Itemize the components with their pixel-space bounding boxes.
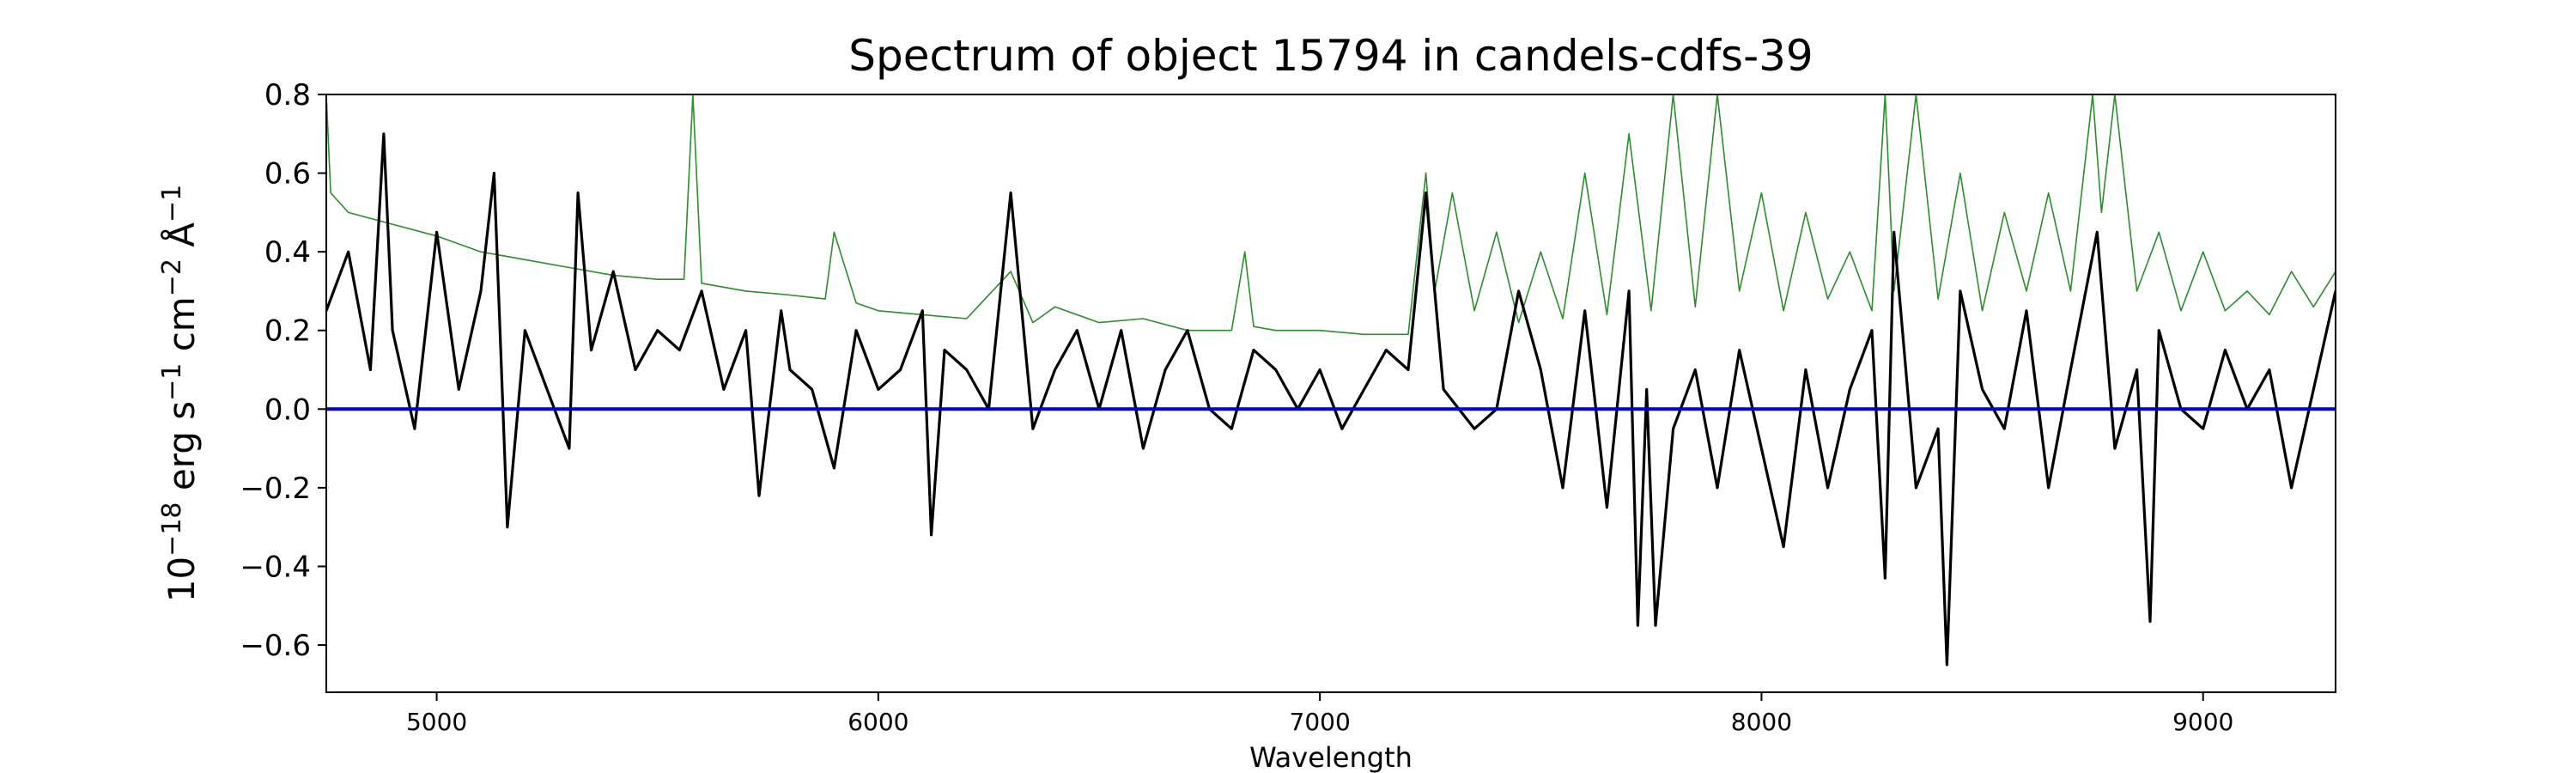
x-tick-label: 8000 — [1731, 708, 1792, 736]
ylabel-ang-exp: −1 — [157, 185, 187, 222]
ylabel-base: 10 — [161, 557, 203, 602]
y-tick-label: 0.8 — [264, 78, 311, 113]
ylabel-erg: erg s — [161, 401, 203, 502]
series-layer — [326, 94, 2336, 666]
ylabel-cm-exp: −2 — [157, 259, 187, 296]
chart-title: Spectrum of object 15794 in candels-cdfs… — [848, 31, 1814, 81]
y-tick-label: 0.4 — [264, 235, 311, 270]
y-tick-label: −0.4 — [240, 550, 311, 584]
y-axis-label: 10−18 erg s−1 cm−2 Å−1 — [157, 185, 203, 603]
x-tick-label: 6000 — [848, 708, 908, 736]
y-tick-label: 0.2 — [264, 314, 311, 349]
y-tick-label: 0.0 — [264, 393, 311, 427]
x-tick-label: 5000 — [406, 708, 467, 736]
y-axis: −0.6 −0.4 −0.2 0.0 0.2 0.4 0.6 0.8 — [240, 78, 326, 663]
x-tick-label: 9000 — [2172, 708, 2233, 736]
ylabel-ang: Å — [160, 222, 203, 259]
y-tick-label: −0.6 — [240, 629, 311, 663]
y-tick-label: −0.2 — [240, 472, 311, 506]
error-series-line — [326, 94, 2336, 336]
plot-frame — [325, 94, 2336, 693]
ylabel-base-exp: −18 — [157, 502, 187, 557]
ylabel-s-exp: −1 — [157, 363, 187, 401]
x-tick-label: 7000 — [1290, 708, 1351, 736]
ylabel-cm: cm — [161, 296, 203, 362]
x-axis: 5000 6000 7000 8000 9000 — [406, 692, 2233, 736]
x-axis-label: Wavelength — [1249, 741, 1413, 773]
flux-series-line — [326, 132, 2336, 666]
y-tick-label: 0.6 — [264, 157, 311, 192]
